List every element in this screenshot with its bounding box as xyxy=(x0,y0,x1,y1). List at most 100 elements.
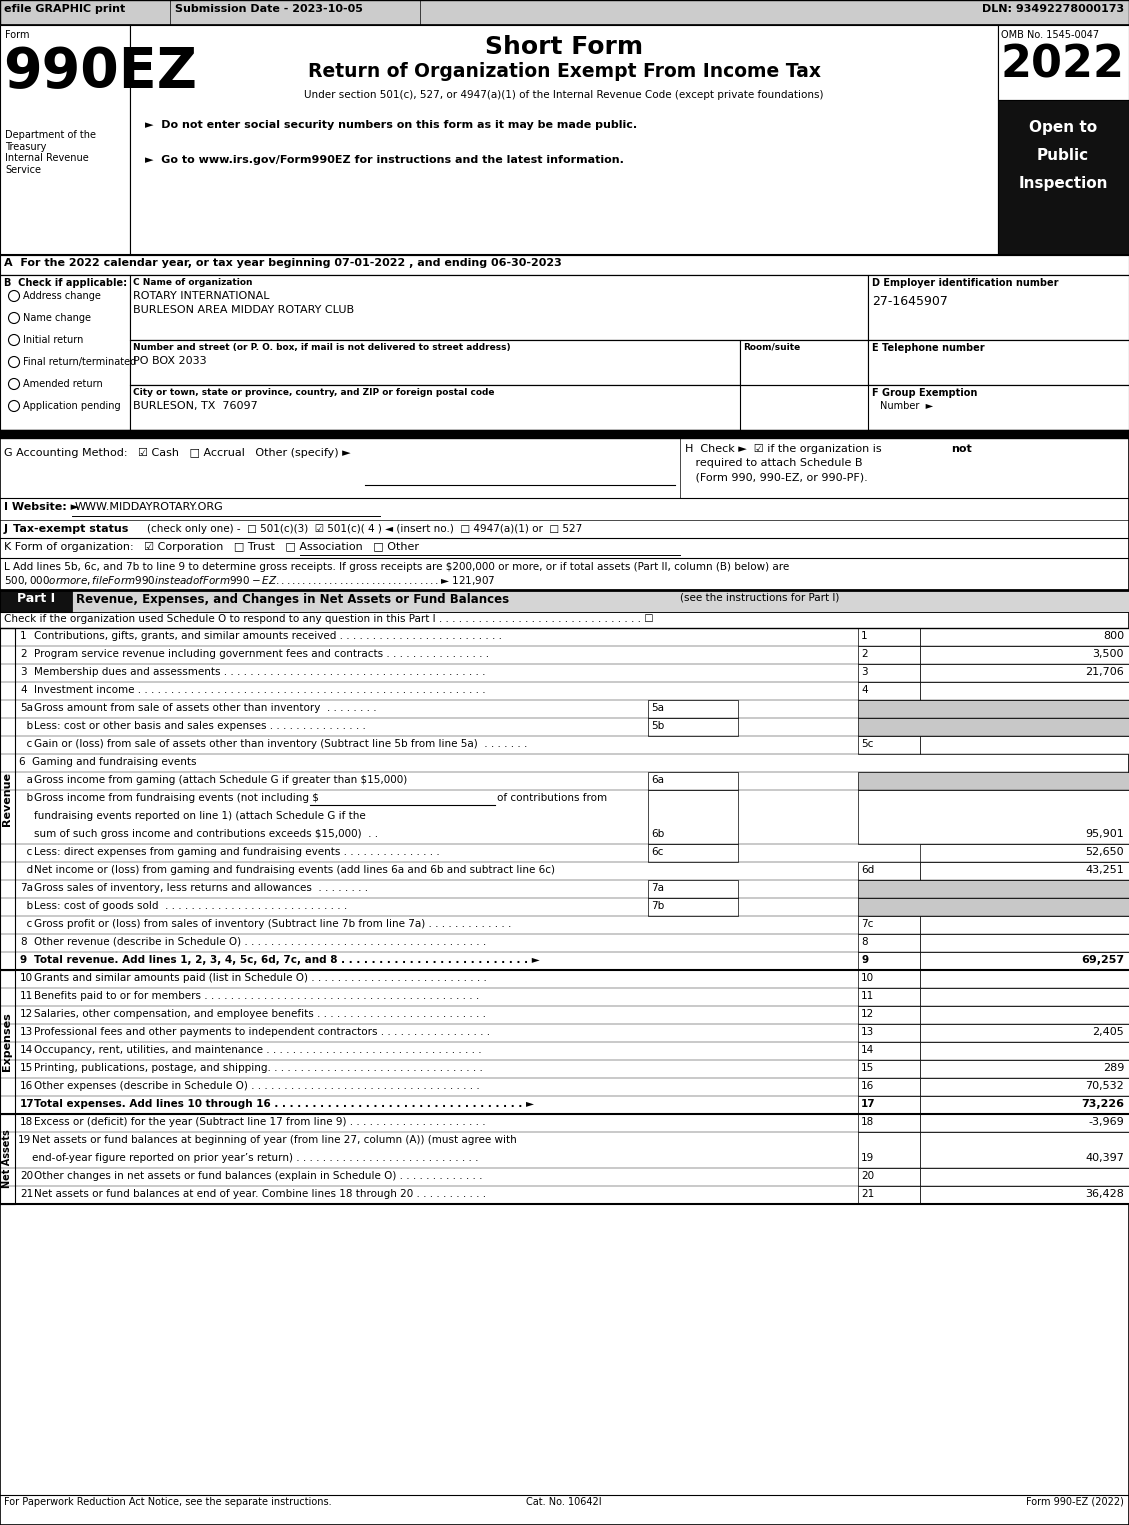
Text: (Form 990, 990-EZ, or 990-PF).: (Form 990, 990-EZ, or 990-PF). xyxy=(685,473,868,482)
Bar xyxy=(920,1113,1129,1132)
Text: Gross income from fundraising events (not including $: Gross income from fundraising events (no… xyxy=(34,793,318,804)
Bar xyxy=(868,274,1129,340)
Text: 3: 3 xyxy=(20,666,27,677)
Text: Gross sales of inventory, less returns and allowances  . . . . . . . .: Gross sales of inventory, less returns a… xyxy=(34,883,368,894)
Text: 15: 15 xyxy=(861,1063,874,1074)
Bar xyxy=(130,384,739,430)
Text: b: b xyxy=(20,793,33,804)
Text: 5b: 5b xyxy=(651,721,664,730)
Bar xyxy=(920,737,1129,753)
Text: 21,706: 21,706 xyxy=(1085,666,1124,677)
Bar xyxy=(858,933,920,952)
Text: Net income or (loss) from gaming and fundraising events (add lines 6a and 6b and: Net income or (loss) from gaming and fun… xyxy=(34,865,555,875)
Bar xyxy=(130,24,998,255)
Bar xyxy=(920,970,1129,988)
Text: OMB No. 1545-0047: OMB No. 1545-0047 xyxy=(1001,30,1100,40)
Text: 8: 8 xyxy=(20,936,27,947)
Bar xyxy=(858,647,920,663)
Text: Less: cost of goods sold  . . . . . . . . . . . . . . . . . . . . . . . . . . . : Less: cost of goods sold . . . . . . . .… xyxy=(34,901,348,910)
Text: Name change: Name change xyxy=(23,313,91,323)
Bar xyxy=(920,1042,1129,1060)
Text: 2022: 2022 xyxy=(1001,44,1124,87)
Bar xyxy=(998,24,1129,101)
Bar xyxy=(858,1042,920,1060)
Text: Contributions, gifts, grants, and similar amounts received . . . . . . . . . . .: Contributions, gifts, grants, and simila… xyxy=(34,631,502,640)
Text: 27-1645907: 27-1645907 xyxy=(872,294,948,308)
Text: WWW.MIDDAYROTARY.ORG: WWW.MIDDAYROTARY.ORG xyxy=(75,502,224,512)
Text: c: c xyxy=(20,740,33,749)
Text: Gross income from gaming (attach Schedule G if greater than $15,000): Gross income from gaming (attach Schedul… xyxy=(34,775,408,785)
Text: 10: 10 xyxy=(20,973,33,984)
Text: 40,397: 40,397 xyxy=(1085,1153,1124,1164)
Text: 36,428: 36,428 xyxy=(1085,1190,1124,1199)
Bar xyxy=(920,1023,1129,1042)
Bar xyxy=(130,274,868,340)
Text: E Telephone number: E Telephone number xyxy=(872,343,984,352)
Text: Net assets or fund balances at end of year. Combine lines 18 through 20 . . . . : Net assets or fund balances at end of ye… xyxy=(34,1190,487,1199)
Text: L Add lines 5b, 6c, and 7b to line 9 to determine gross receipts. If gross recei: L Add lines 5b, 6c, and 7b to line 9 to … xyxy=(5,563,789,572)
Text: Occupancy, rent, utilities, and maintenance . . . . . . . . . . . . . . . . . . : Occupancy, rent, utilities, and maintena… xyxy=(34,1045,482,1055)
Text: D Employer identification number: D Employer identification number xyxy=(872,278,1059,288)
Text: Check if the organization used Schedule O to respond to any question in this Par: Check if the organization used Schedule … xyxy=(5,615,654,624)
Text: 19: 19 xyxy=(861,1153,874,1164)
Text: 14: 14 xyxy=(20,1045,33,1055)
Bar xyxy=(858,952,920,970)
Text: Final return/terminated: Final return/terminated xyxy=(23,357,137,368)
Text: A  For the 2022 calendar year, or tax year beginning 07-01-2022 , and ending 06-: A For the 2022 calendar year, or tax yea… xyxy=(5,258,562,268)
Text: 17: 17 xyxy=(861,1100,876,1109)
Bar xyxy=(920,1168,1129,1186)
Bar xyxy=(858,880,1129,898)
Text: 7a: 7a xyxy=(20,883,33,894)
Text: Public: Public xyxy=(1036,148,1089,163)
Text: G Accounting Method:   ☑ Cash   □ Accrual   Other (specify) ►: G Accounting Method: ☑ Cash □ Accrual Ot… xyxy=(5,448,351,458)
Text: Inspection: Inspection xyxy=(1018,175,1108,191)
Bar xyxy=(0,0,1129,24)
Text: 16: 16 xyxy=(20,1081,33,1090)
Text: 1: 1 xyxy=(861,631,867,640)
Text: 6: 6 xyxy=(18,756,25,767)
Bar xyxy=(858,1168,920,1186)
Text: PO BOX 2033: PO BOX 2033 xyxy=(133,355,207,366)
Bar xyxy=(858,737,920,753)
Bar xyxy=(858,790,1129,843)
Bar xyxy=(858,898,1129,917)
Text: 19: 19 xyxy=(18,1135,32,1145)
Bar xyxy=(858,1096,920,1113)
Text: required to attach Schedule B: required to attach Schedule B xyxy=(685,458,863,468)
Text: 20: 20 xyxy=(861,1171,874,1180)
Bar xyxy=(0,590,72,612)
Text: 990EZ: 990EZ xyxy=(3,46,196,99)
Bar xyxy=(920,862,1129,880)
Text: of contributions from: of contributions from xyxy=(497,793,607,804)
Text: 6b: 6b xyxy=(651,830,664,839)
Text: sum of such gross income and contributions exceeds $15,000)  . .: sum of such gross income and contributio… xyxy=(34,830,378,839)
Text: K Form of organization:   ☑ Corporation   □ Trust   □ Association   □ Other: K Form of organization: ☑ Corporation □ … xyxy=(5,541,419,552)
Text: 4: 4 xyxy=(20,685,27,695)
Text: 7b: 7b xyxy=(651,901,664,910)
Text: BURLESON, TX  76097: BURLESON, TX 76097 xyxy=(133,401,257,412)
Bar xyxy=(868,384,1129,430)
Text: Under section 501(c), 527, or 4947(a)(1) of the Internal Revenue Code (except pr: Under section 501(c), 527, or 4947(a)(1)… xyxy=(304,90,824,101)
Bar xyxy=(920,682,1129,700)
Text: 21: 21 xyxy=(861,1190,874,1199)
Bar xyxy=(0,274,130,430)
Text: Grants and similar amounts paid (list in Schedule O) . . . . . . . . . . . . . .: Grants and similar amounts paid (list in… xyxy=(34,973,487,984)
Text: 800: 800 xyxy=(1103,631,1124,640)
Text: Cat. No. 10642I: Cat. No. 10642I xyxy=(526,1498,602,1507)
Text: end-of-year figure reported on prior year’s return) . . . . . . . . . . . . . . : end-of-year figure reported on prior yea… xyxy=(32,1153,479,1164)
Bar xyxy=(648,790,738,843)
Text: Program service revenue including government fees and contracts . . . . . . . . : Program service revenue including govern… xyxy=(34,650,489,659)
Text: 21: 21 xyxy=(20,1190,33,1199)
Bar xyxy=(0,970,15,1113)
Text: Printing, publications, postage, and shipping. . . . . . . . . . . . . . . . . .: Printing, publications, postage, and shi… xyxy=(34,1063,483,1074)
Text: 3: 3 xyxy=(861,666,867,677)
Bar xyxy=(920,917,1129,933)
Text: Revenue, Expenses, and Changes in Net Assets or Fund Balances: Revenue, Expenses, and Changes in Net As… xyxy=(76,593,509,605)
Bar xyxy=(858,1060,920,1078)
Text: not: not xyxy=(951,444,972,454)
Text: 7a: 7a xyxy=(651,883,664,894)
Bar xyxy=(920,1096,1129,1113)
Text: Department of the
Treasury
Internal Revenue
Service: Department of the Treasury Internal Reve… xyxy=(5,130,96,175)
Text: b: b xyxy=(20,721,33,730)
Bar xyxy=(648,898,738,917)
